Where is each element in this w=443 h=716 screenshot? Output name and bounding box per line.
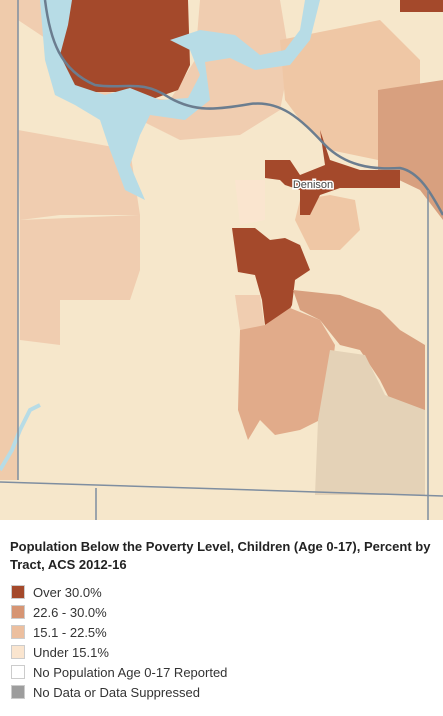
tract	[235, 180, 265, 225]
legend-label: 15.1 - 22.5%	[33, 625, 107, 640]
legend-title: Population Below the Poverty Level, Chil…	[10, 539, 431, 572]
tract	[48, 0, 190, 100]
legend-swatch	[11, 585, 25, 599]
tract	[238, 308, 335, 440]
tract	[232, 228, 310, 325]
legend-swatch	[11, 605, 25, 619]
legend-swatch	[11, 685, 25, 699]
legend: Population Below the Poverty Level, Chil…	[0, 520, 443, 716]
tract	[400, 0, 443, 12]
place-label: Denison	[293, 179, 333, 191]
tract	[235, 295, 265, 330]
tract	[293, 290, 425, 410]
legend-swatch	[11, 665, 25, 679]
tract	[18, 130, 140, 220]
county-line	[0, 481, 443, 497]
legend-label: No Population Age 0-17 Reported	[33, 665, 228, 680]
tract	[280, 20, 420, 160]
tract	[378, 80, 443, 220]
legend-swatch	[11, 645, 25, 659]
legend-swatch	[11, 625, 25, 639]
legend-label: 22.6 - 30.0%	[33, 605, 107, 620]
map: Denison	[0, 0, 443, 520]
tract	[315, 350, 425, 495]
tract	[265, 130, 400, 215]
tract	[20, 215, 140, 345]
lake	[40, 0, 320, 200]
legend-label: No Data or Data Suppressed	[33, 685, 200, 700]
legend-label: Under 15.1%	[33, 645, 109, 660]
river	[43, 0, 443, 216]
creek	[0, 403, 41, 472]
tract	[0, 0, 18, 480]
legend-label: Over 30.0%	[33, 585, 102, 600]
